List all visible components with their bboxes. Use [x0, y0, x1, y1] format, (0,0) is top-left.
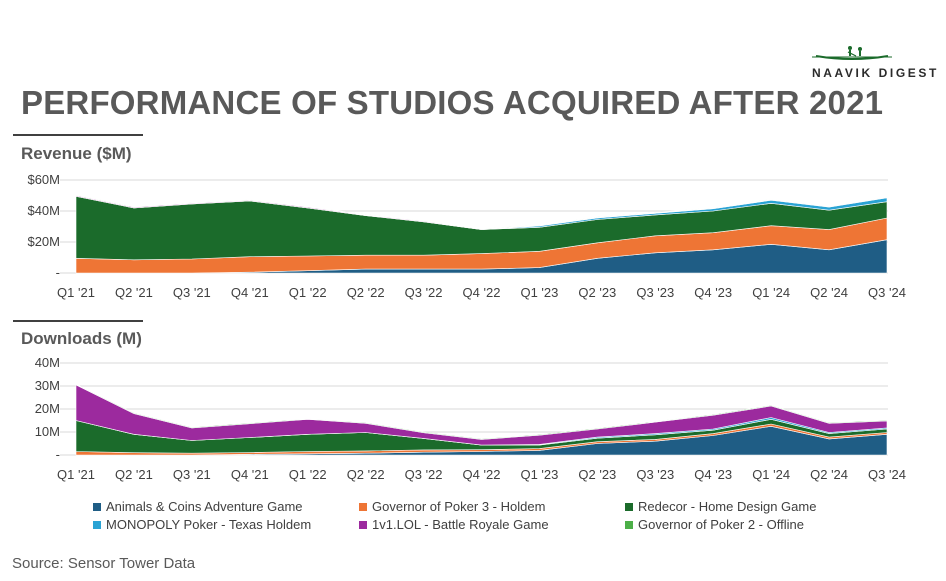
y-tick-label: 40M: [35, 355, 60, 370]
legend-label: Governor of Poker 3 - Holdem: [372, 499, 546, 514]
brand-logo: NAAVIK DIGEST: [806, 44, 942, 84]
x-tick-label: Q3 '22: [405, 467, 443, 482]
page-title: PERFORMANCE OF STUDIOS ACQUIRED AFTER 20…: [21, 84, 884, 121]
x-tick-label: Q1 '23: [520, 467, 558, 482]
revenue-chart-title: Revenue ($M): [21, 144, 132, 163]
legend-item: Governor of Poker 2 - Offline: [625, 517, 804, 532]
x-tick-label: Q3 '23: [636, 285, 674, 300]
x-tick-label: Q1 '24: [752, 285, 790, 300]
y-tick-label: -: [56, 265, 60, 280]
x-tick-label: Q1 '22: [289, 467, 327, 482]
y-tick-label: $40M: [27, 203, 60, 218]
legend-item: 1v1.LOL - Battle Royale Game: [359, 517, 549, 532]
section-divider: [13, 320, 143, 322]
legend-swatch: [625, 520, 633, 529]
x-tick-label: Q1 '21: [57, 467, 95, 482]
legend-swatch: [93, 502, 101, 511]
source-note: Source: Sensor Tower Data: [12, 555, 196, 572]
legend-label: MONOPOLY Poker - Texas Holdem: [106, 517, 312, 532]
y-tick-label: $20M: [27, 234, 60, 249]
x-tick-label: Q1 '24: [752, 467, 790, 482]
x-tick-label: Q4 '21: [231, 285, 269, 300]
revenue-area-chart: - $20M $40M $60M Q1 '21 Q2 '21 Q3 '21 Q4 '21 Q1 …: [27, 172, 906, 300]
legend-swatch: [359, 502, 367, 511]
brand-name: NAAVIK DIGEST: [812, 66, 939, 80]
legend-item: MONOPOLY Poker - Texas Holdem: [93, 517, 311, 532]
x-tick-label: Q3 '24: [868, 285, 906, 300]
legend-label: Animals & Coins Adventure Game: [106, 499, 303, 514]
x-tick-label: Q2 '23: [578, 285, 616, 300]
x-tick-label: Q4 '21: [231, 467, 269, 482]
y-tick-label: -: [56, 447, 60, 462]
y-tick-label: $60M: [27, 172, 60, 187]
x-tick-label: Q2 '24: [810, 285, 848, 300]
x-tick-label: Q1 '21: [57, 285, 95, 300]
legend-item: Governor of Poker 3 - Holdem: [359, 499, 545, 514]
x-tick-label: Q4 '22: [463, 467, 501, 482]
x-tick-label: Q4 '23: [694, 285, 732, 300]
x-tick-label: Q2 '21: [115, 285, 153, 300]
x-tick-label: Q1 '23: [520, 285, 558, 300]
x-tick-label: Q2 '21: [115, 467, 153, 482]
legend-swatch: [93, 520, 101, 529]
area-series-governor-of-poker-2-offline: [75, 383, 888, 440]
x-tick-label: Q3 '21: [173, 467, 211, 482]
x-tick-label: Q3 '23: [636, 467, 674, 482]
downloads-chart-title: Downloads (M): [21, 329, 142, 348]
legend-label: Redecor - Home Design Game: [638, 499, 817, 514]
x-tick-label: Q3 '21: [173, 285, 211, 300]
x-tick-label: Q2 '23: [578, 467, 616, 482]
area-series-governor-of-poker-2-offline: [75, 194, 888, 230]
legend-swatch: [625, 502, 633, 511]
downloads-area-chart: - 10M 20M 30M 40M Q1 '21 Q2 '21 Q3 '21 Q4 '21 Q1 …: [35, 355, 906, 482]
x-tick-label: Q4 '22: [463, 285, 501, 300]
x-tick-label: Q2 '24: [810, 467, 848, 482]
legend-swatch: [359, 520, 367, 529]
section-divider: [13, 134, 143, 136]
x-tick-label: Q3 '24: [868, 467, 906, 482]
x-tick-label: Q2 '22: [347, 467, 385, 482]
x-tick-label: Q1 '22: [289, 285, 327, 300]
legend-item: Animals & Coins Adventure Game: [93, 499, 303, 514]
y-tick-label: 30M: [35, 378, 60, 393]
x-tick-label: Q3 '22: [405, 285, 443, 300]
boat-icon: [812, 46, 892, 60]
legend-label: 1v1.LOL - Battle Royale Game: [372, 517, 549, 532]
legend-label: Governor of Poker 2 - Offline: [638, 517, 804, 532]
x-tick-label: Q4 '23: [694, 467, 732, 482]
legend-item: Redecor - Home Design Game: [625, 499, 816, 514]
x-tick-label: Q2 '22: [347, 285, 385, 300]
y-tick-label: 20M: [35, 401, 60, 416]
y-tick-label: 10M: [35, 424, 60, 439]
